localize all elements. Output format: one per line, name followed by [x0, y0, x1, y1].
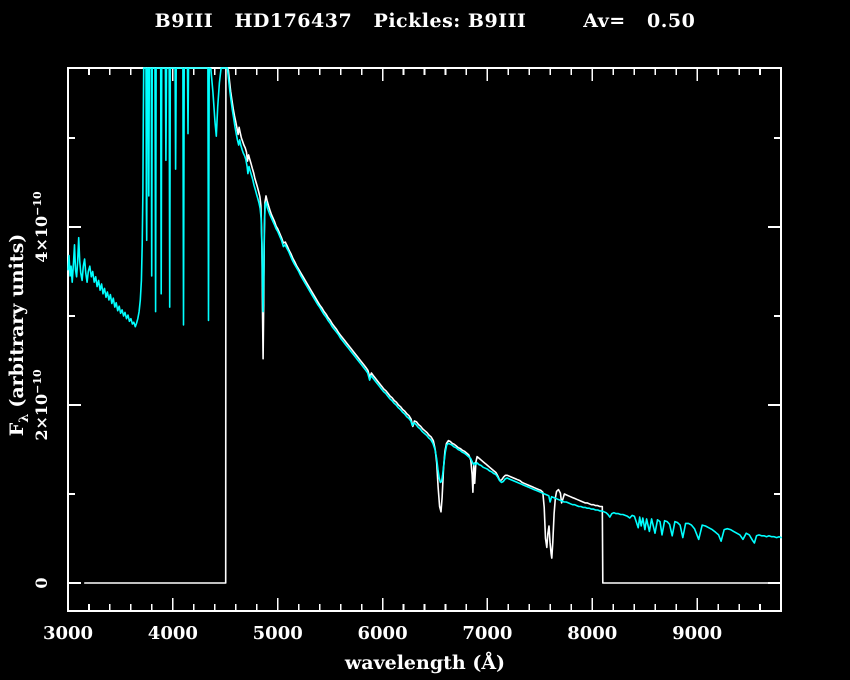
y-axis-label-units: (arbitrary units): [6, 234, 28, 408]
template-spectrum-line: [67, 67, 782, 544]
x-tick-labels: 3000 4000 5000 6000 7000 8000 9000: [43, 623, 722, 644]
x-tick-label: 6000: [358, 623, 408, 644]
y-tick-label: 0: [32, 577, 51, 588]
x-tick-label: 3000: [43, 623, 93, 644]
x-axis-label: wavelength (Å): [344, 651, 505, 674]
plot-title: B9III HD176437 Pickles: B9III Av= 0.50: [154, 10, 696, 32]
y-tick-labels: 0 2×10−10 4×10−10: [31, 191, 51, 589]
x-tick-label: 4000: [148, 623, 198, 644]
axis-ticks: [67, 68, 781, 611]
y-axis-label-subscript: λ: [17, 414, 32, 423]
x-tick-label: 5000: [253, 623, 303, 644]
spectra: [67, 67, 782, 584]
y-tick-label: 2×10−10: [31, 369, 51, 441]
x-tick-label: 9000: [672, 623, 722, 644]
y-axis-label-main: F: [6, 422, 28, 436]
x-tick-label: 8000: [567, 623, 617, 644]
observed-spectrum-line: [84, 67, 781, 584]
y-tick-label: 4×10−10: [31, 191, 51, 263]
y-axis-label: Fλ (arbitrary units): [6, 234, 32, 437]
x-tick-label: 7000: [462, 623, 512, 644]
